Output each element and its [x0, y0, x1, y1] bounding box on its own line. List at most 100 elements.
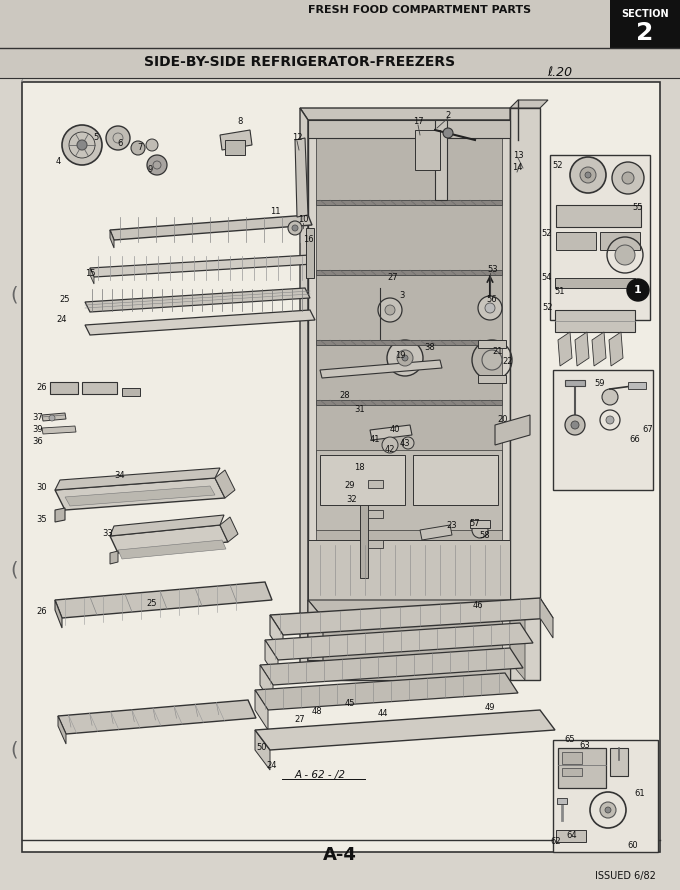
Bar: [320, 455, 405, 505]
Text: 5: 5: [93, 134, 99, 142]
Text: 64: 64: [566, 830, 577, 839]
Circle shape: [288, 221, 302, 235]
Polygon shape: [255, 730, 270, 770]
Bar: [478, 340, 506, 348]
Text: 7: 7: [137, 143, 143, 152]
Polygon shape: [510, 108, 520, 680]
Circle shape: [570, 157, 606, 193]
Polygon shape: [260, 648, 523, 685]
Bar: [565, 380, 585, 386]
Text: 36: 36: [33, 438, 44, 447]
Text: SECTION: SECTION: [622, 9, 669, 19]
Text: ℓ.20: ℓ.20: [547, 66, 573, 78]
Bar: [478, 375, 506, 383]
Polygon shape: [90, 268, 94, 284]
Polygon shape: [90, 255, 314, 277]
Text: 20: 20: [498, 416, 508, 425]
Text: 65: 65: [564, 735, 575, 745]
Text: ‘: ‘: [20, 78, 24, 92]
Circle shape: [478, 296, 502, 320]
Circle shape: [62, 125, 102, 165]
Text: 26: 26: [37, 608, 48, 617]
Text: ISSUED 6/82: ISSUED 6/82: [594, 871, 656, 881]
Polygon shape: [255, 690, 268, 730]
Text: 66: 66: [630, 435, 641, 444]
Circle shape: [606, 416, 614, 424]
Bar: [368, 480, 383, 488]
Polygon shape: [260, 665, 273, 705]
Polygon shape: [110, 551, 118, 564]
Polygon shape: [510, 600, 525, 680]
Text: 31: 31: [355, 406, 365, 415]
Bar: [435, 120, 447, 200]
Text: 52: 52: [542, 229, 552, 238]
Polygon shape: [270, 598, 553, 635]
Circle shape: [146, 139, 158, 151]
Text: 25: 25: [147, 598, 157, 608]
Text: 35: 35: [37, 515, 48, 524]
Text: 27: 27: [388, 273, 398, 282]
Bar: [308, 660, 510, 680]
Bar: [550, 155, 650, 320]
Text: 61: 61: [634, 789, 645, 797]
Bar: [610, 0, 680, 48]
Circle shape: [292, 225, 298, 231]
Text: 10: 10: [298, 215, 308, 224]
Polygon shape: [420, 525, 452, 540]
Polygon shape: [295, 138, 308, 217]
Polygon shape: [58, 700, 256, 734]
Circle shape: [382, 437, 398, 453]
Text: 58: 58: [479, 530, 490, 539]
Text: 15: 15: [85, 270, 95, 279]
Circle shape: [385, 305, 395, 315]
Polygon shape: [42, 426, 76, 434]
Polygon shape: [592, 332, 606, 366]
Circle shape: [602, 389, 618, 405]
Polygon shape: [85, 288, 310, 312]
Polygon shape: [220, 130, 252, 150]
Polygon shape: [575, 332, 589, 366]
Bar: [316, 270, 502, 275]
Polygon shape: [118, 540, 226, 559]
Bar: [562, 752, 582, 764]
Text: 62: 62: [551, 837, 561, 846]
Bar: [306, 228, 314, 278]
Text: 12: 12: [292, 134, 302, 142]
Text: 17: 17: [413, 117, 424, 126]
Text: 43: 43: [400, 439, 410, 448]
Polygon shape: [55, 478, 225, 510]
Circle shape: [622, 172, 634, 184]
Circle shape: [131, 141, 145, 155]
Text: 8: 8: [237, 117, 243, 126]
Text: 6: 6: [118, 139, 122, 148]
Polygon shape: [510, 100, 548, 108]
Bar: [122, 388, 140, 396]
Bar: [610, 748, 628, 776]
Bar: [316, 450, 502, 530]
Polygon shape: [320, 360, 442, 378]
Polygon shape: [110, 215, 312, 240]
Bar: [50, 382, 78, 394]
Circle shape: [482, 350, 502, 370]
Circle shape: [106, 126, 130, 150]
Bar: [368, 540, 383, 548]
Text: 56: 56: [487, 295, 497, 304]
Text: 2: 2: [445, 110, 451, 119]
Text: SIDE-BY-SIDE REFRIGERATOR-FREEZERS: SIDE-BY-SIDE REFRIGERATOR-FREEZERS: [144, 55, 456, 69]
Circle shape: [397, 350, 413, 366]
Polygon shape: [510, 108, 540, 680]
Text: 30: 30: [37, 483, 48, 492]
Bar: [413, 455, 498, 505]
Polygon shape: [308, 600, 525, 618]
Polygon shape: [300, 108, 308, 680]
Text: 38: 38: [424, 344, 435, 352]
Polygon shape: [300, 108, 520, 120]
Circle shape: [485, 303, 495, 313]
Text: 26: 26: [37, 384, 48, 392]
Circle shape: [387, 340, 423, 376]
Text: 60: 60: [628, 840, 639, 849]
Polygon shape: [55, 468, 220, 490]
Text: (: (: [10, 740, 18, 759]
Text: 37: 37: [33, 414, 44, 423]
Polygon shape: [110, 230, 114, 248]
